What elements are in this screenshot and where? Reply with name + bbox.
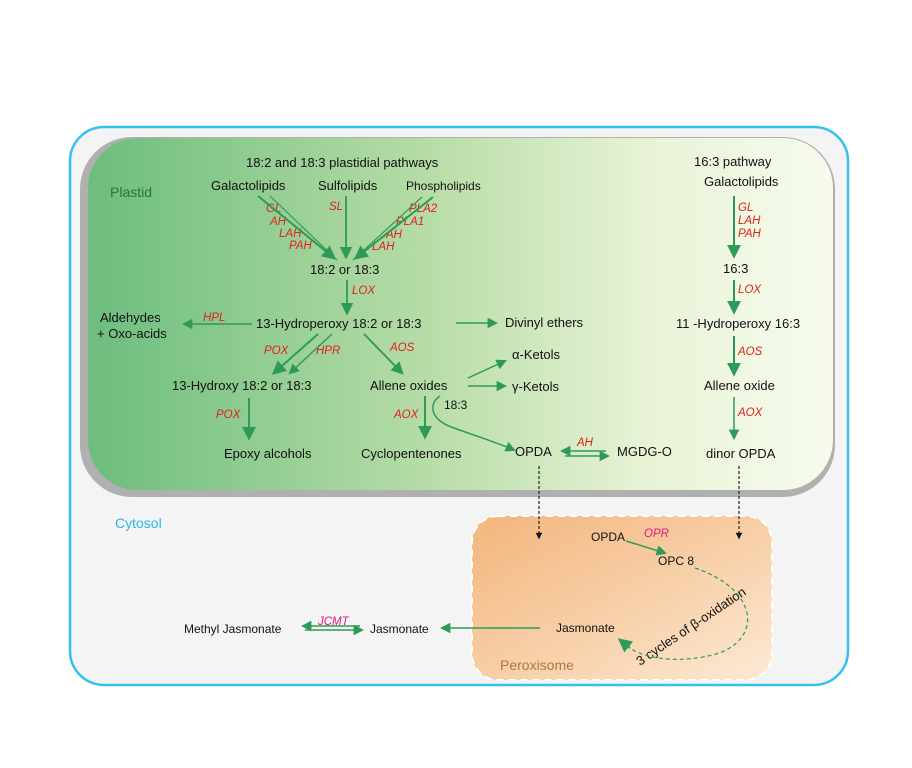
oxo-acids: + Oxo-acids: [97, 326, 167, 341]
hydroperoxy-right: 11 -Hydroperoxy 16:3: [676, 316, 800, 331]
fatty-acid-right: 16:3: [723, 261, 748, 276]
peroxisome-label: Peroxisome: [500, 657, 574, 673]
allene-oxides: Allene oxides: [370, 378, 448, 393]
peroxisome-region: [471, 515, 773, 681]
allene-oxide-right: Allene oxide: [704, 378, 775, 393]
enzyme-ah-2: AH: [385, 229, 403, 241]
enzyme-ah-3: AH: [576, 437, 594, 449]
hydroperoxy-left: 13-Hydroperoxy 18:2 or 18:3: [256, 316, 421, 331]
arrow-to-hydroxy-2: [288, 333, 333, 375]
methyl-jasmonate: Methyl Jasmonate: [184, 622, 282, 636]
gamma-ketols: γ-Ketols: [512, 379, 559, 394]
cytosol-label: Cytosol: [115, 515, 162, 531]
enzyme-jcmt: JCMT: [317, 616, 350, 628]
enzyme-aos-right: AOS: [737, 346, 763, 358]
enzyme-pla2: PLA2: [409, 203, 438, 215]
jasmonate-cytosol: Jasmonate: [370, 622, 429, 636]
enzyme-lox-right: LOX: [738, 284, 762, 296]
enzyme-lox-left: LOX: [352, 285, 376, 297]
arrow-phospholipids-to-fa-2: [352, 196, 423, 261]
arrow-to-opda: [432, 395, 516, 452]
hydroxy: 13-Hydroxy 18:2 or 18:3: [172, 378, 311, 393]
arrow-to-hydroxy-1: [271, 333, 319, 375]
arrow-galactolipids-to-fa-1: [257, 195, 337, 260]
enzyme-lah-2: LAH: [372, 241, 395, 253]
plastid-region: [88, 138, 833, 490]
enzyme-gl-right: GL: [738, 202, 753, 214]
opda-plastid: OPDA: [515, 444, 552, 459]
arrow-opda-to-opc8: [625, 540, 668, 556]
enzyme-sl: SL: [329, 201, 343, 213]
enzyme-ah: AH: [269, 216, 287, 228]
left-pathway-arrows: [181, 195, 611, 462]
enzyme-pox-2: POX: [216, 409, 242, 421]
plastid-label: Plastid: [110, 184, 152, 200]
enzyme-aox-left: AOX: [393, 409, 420, 421]
beta-oxidation-cycle: [621, 567, 749, 660]
enzyme-pla1: PLA1: [396, 216, 424, 228]
right-pathway-title: 16:3 pathway: [694, 154, 772, 169]
fatty-acid-left: 18:2 or 18:3: [310, 262, 379, 277]
enzyme-hpr: HPR: [316, 345, 340, 357]
beta-oxidation-arrowhead: [617, 638, 634, 653]
phospholipids: Phospholipids: [406, 179, 481, 193]
arrow-to-alpha-ketols: [467, 359, 507, 379]
enzyme-lah: LAH: [279, 228, 302, 240]
label-18-3: 18:3: [444, 398, 468, 412]
alpha-ketols: α-Ketols: [512, 347, 560, 362]
mgdg-o: MGDG-O: [617, 444, 672, 459]
arrow-to-allene: [363, 333, 404, 375]
sulfolipids: Sulfolipids: [318, 178, 378, 193]
arrow-phospholipids-to-fa-1: [353, 196, 434, 260]
enzyme-aos-left: AOS: [389, 342, 415, 354]
galactolipids-left: Galactolipids: [211, 178, 286, 193]
enzyme-opr: OPR: [644, 528, 669, 540]
peroxisome-arrows: [300, 540, 749, 660]
enzyme-hpl: HPL: [203, 312, 225, 324]
left-pathway-title: 18:2 and 18:3 plastidial pathways: [246, 155, 439, 170]
cyclopentenones: Cyclopentenones: [361, 446, 462, 461]
aldehydes: Aldehydes: [100, 310, 161, 325]
epoxy-alcohols: Epoxy alcohols: [224, 446, 312, 461]
jasmonate-peroxisome: Jasmonate: [556, 621, 615, 635]
enzyme-pah-right: PAH: [738, 228, 761, 240]
arrow-galactolipids-to-fa-2: [269, 195, 338, 261]
opc8: OPC 8: [658, 554, 694, 568]
enzyme-pah: PAH: [289, 240, 312, 252]
galactolipids-right: Galactolipids: [704, 174, 779, 189]
divinyl-ethers: Divinyl ethers: [505, 315, 584, 330]
enzyme-pox: POX: [264, 345, 290, 357]
enzyme-aox-right: AOX: [737, 407, 764, 419]
transport-arrows: [535, 466, 743, 540]
enzyme-lah-right: LAH: [738, 215, 761, 227]
opda-peroxisome: OPDA: [591, 530, 625, 544]
dinor-opda: dinor OPDA: [706, 446, 776, 461]
